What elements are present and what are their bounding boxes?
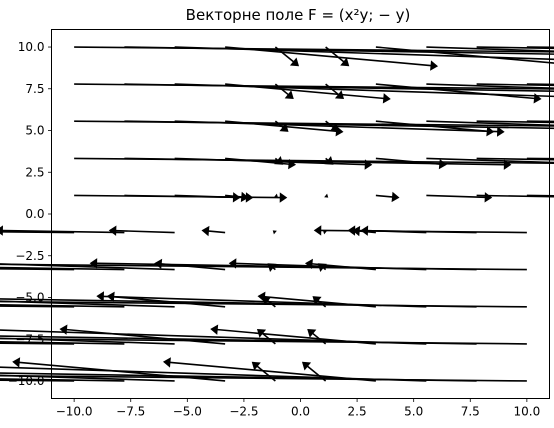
vector-arrow	[426, 157, 554, 170]
vector-arrows	[0, 46, 554, 382]
vector-arrow	[201, 225, 226, 237]
vector-arrow	[375, 157, 447, 170]
vector-arrow	[0, 291, 527, 308]
y-tick-label: −7.5	[15, 332, 44, 346]
vector-arrow	[313, 225, 527, 236]
vector-arrow	[162, 357, 376, 382]
y-tick-label: 0.0	[25, 207, 44, 221]
vector-arrow	[124, 46, 554, 72]
vector-arrow	[325, 120, 339, 132]
y-axis: 10.0 7.5 5.0 2.5 0.0 −2.5 −5.0 −7.5 −10.0	[8, 40, 52, 388]
vector-arrow	[324, 156, 334, 165]
x-tick-label: 0.0	[291, 405, 310, 419]
x-axis: −10.0 −7.5 −5.0 −2.5 0.0 2.5 5.0 7.5 10.0	[56, 398, 541, 419]
vector-arrow	[0, 356, 477, 382]
y-tick-label: 7.5	[25, 82, 44, 96]
y-tick-label: 2.5	[25, 165, 44, 179]
vector-arrow	[225, 83, 391, 104]
vector-arrow	[274, 46, 300, 67]
vector-arrow	[0, 225, 125, 236]
vector-arrow	[426, 83, 554, 104]
vector-arrow	[301, 361, 327, 382]
vector-arrow	[272, 230, 277, 235]
vector-arrow	[0, 258, 125, 271]
vector-arrow	[225, 157, 297, 170]
vector-arrow	[0, 291, 477, 308]
vector-arrow	[324, 193, 329, 198]
vector-arrow	[274, 120, 289, 132]
vector-arrow	[426, 120, 554, 137]
x-tick-label: −5.0	[173, 405, 202, 419]
y-tick-label: −10.0	[8, 374, 45, 388]
vector-arrow	[0, 323, 477, 345]
vector-arrow	[154, 258, 226, 271]
x-tick-label: 2.5	[348, 405, 367, 419]
vector-arrow	[174, 46, 554, 72]
x-tick-label: 7.5	[461, 405, 480, 419]
vector-arrow	[0, 258, 175, 271]
x-tick-label: −7.5	[116, 405, 145, 419]
vector-arrow	[174, 83, 554, 104]
y-tick-label: 5.0	[25, 124, 44, 138]
vector-arrow	[108, 225, 175, 236]
vector-arrow	[256, 328, 276, 345]
vector-arrow	[274, 83, 294, 100]
y-tick-label: 10.0	[18, 40, 45, 54]
vector-arrow	[225, 120, 344, 137]
x-tick-label: 10.0	[514, 405, 541, 419]
x-tick-label: 5.0	[404, 405, 423, 419]
vector-arrow	[375, 120, 495, 137]
vector-arrow	[0, 291, 175, 308]
y-tick-label: −2.5	[15, 249, 44, 263]
vector-arrow	[307, 328, 327, 345]
vector-arrow	[210, 324, 376, 345]
vector-arrow	[0, 323, 527, 345]
vector-arrow	[0, 356, 527, 382]
vector-arrow	[124, 83, 554, 105]
chart-title: Векторне поле F = (x²y; − y)	[186, 6, 411, 24]
vector-arrow	[96, 291, 427, 308]
vector-arrow	[0, 356, 427, 382]
vector-arrow	[74, 83, 554, 105]
vector-arrow	[375, 191, 400, 203]
vector-arrow	[426, 192, 493, 203]
plot-area: −10.0 −7.5 −5.0 −2.5 0.0 2.5 5.0 7.5 10.0 10.0 7.…	[0, 29, 554, 419]
x-tick-label: −10.0	[56, 405, 93, 419]
vector-arrow	[174, 157, 373, 170]
vector-arrow	[273, 193, 278, 198]
vector-arrow	[0, 258, 527, 271]
vector-arrow	[375, 83, 542, 104]
vector-arrow	[225, 46, 439, 71]
vector-arrow	[0, 324, 427, 345]
vector-arrow	[323, 230, 328, 235]
vector-arrow	[174, 192, 241, 203]
vector-arrow	[225, 191, 249, 203]
vector-arrow	[325, 83, 345, 100]
x-tick-label: −2.5	[229, 405, 258, 419]
vector-arrow	[325, 46, 350, 67]
vector-arrow	[375, 46, 554, 71]
y-tick-label: −5.0	[15, 291, 44, 305]
vector-arrow	[274, 156, 284, 165]
